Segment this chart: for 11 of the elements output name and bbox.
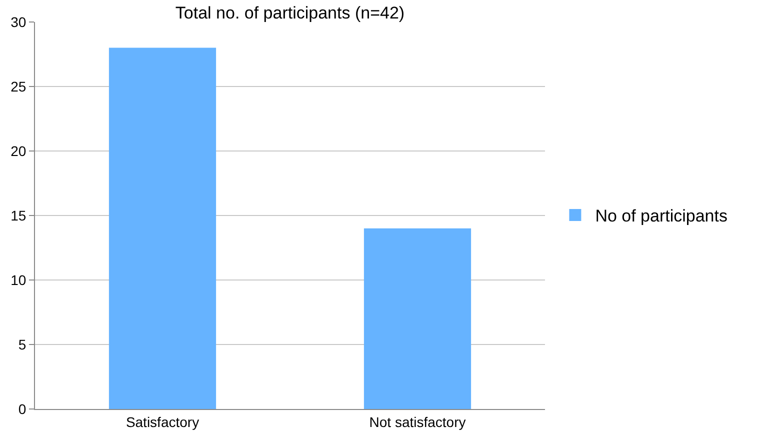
y-tick-label: 15 [10, 207, 26, 224]
x-tick-label: Satisfactory [126, 414, 200, 430]
legend-label: No of participants [595, 206, 728, 226]
y-tick-label: 10 [10, 272, 26, 288]
y-tick-label: 20 [10, 142, 26, 159]
y-tick-label: 30 [10, 14, 26, 30]
y-tick-label: 25 [10, 78, 26, 94]
y-tick-label: 0 [18, 400, 26, 417]
y-tick-label: 5 [18, 336, 26, 352]
chart-title: Total no. of participants (n=42) [175, 4, 405, 23]
x-tick-label: Not satisfactory [369, 414, 466, 430]
